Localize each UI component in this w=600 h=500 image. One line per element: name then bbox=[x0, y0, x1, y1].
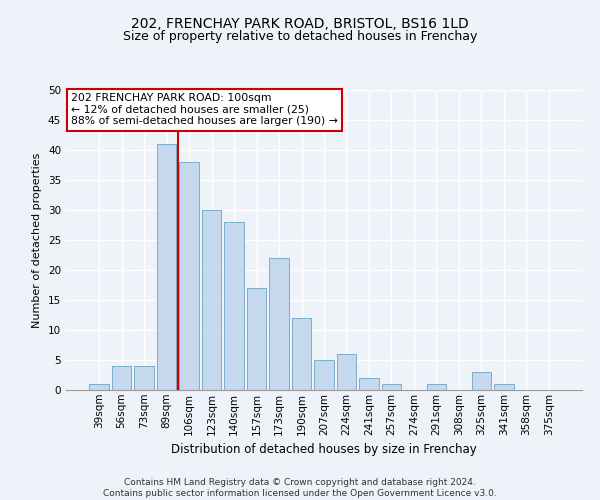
Bar bbox=[427, 384, 446, 390]
Bar bbox=[224, 222, 244, 390]
Bar bbox=[89, 384, 109, 390]
Bar bbox=[202, 210, 221, 390]
Bar bbox=[314, 360, 334, 390]
Bar bbox=[179, 162, 199, 390]
Bar bbox=[269, 258, 289, 390]
X-axis label: Distribution of detached houses by size in Frenchay: Distribution of detached houses by size … bbox=[171, 443, 477, 456]
Bar bbox=[247, 288, 266, 390]
Bar bbox=[337, 354, 356, 390]
Bar bbox=[134, 366, 154, 390]
Text: Size of property relative to detached houses in Frenchay: Size of property relative to detached ho… bbox=[123, 30, 477, 43]
Text: 202 FRENCHAY PARK ROAD: 100sqm
← 12% of detached houses are smaller (25)
88% of : 202 FRENCHAY PARK ROAD: 100sqm ← 12% of … bbox=[71, 93, 338, 126]
Bar bbox=[292, 318, 311, 390]
Bar bbox=[359, 378, 379, 390]
Text: Contains HM Land Registry data © Crown copyright and database right 2024.
Contai: Contains HM Land Registry data © Crown c… bbox=[103, 478, 497, 498]
Bar bbox=[157, 144, 176, 390]
Bar bbox=[112, 366, 131, 390]
Y-axis label: Number of detached properties: Number of detached properties bbox=[32, 152, 43, 328]
Bar bbox=[494, 384, 514, 390]
Text: 202, FRENCHAY PARK ROAD, BRISTOL, BS16 1LD: 202, FRENCHAY PARK ROAD, BRISTOL, BS16 1… bbox=[131, 18, 469, 32]
Bar bbox=[382, 384, 401, 390]
Bar bbox=[472, 372, 491, 390]
